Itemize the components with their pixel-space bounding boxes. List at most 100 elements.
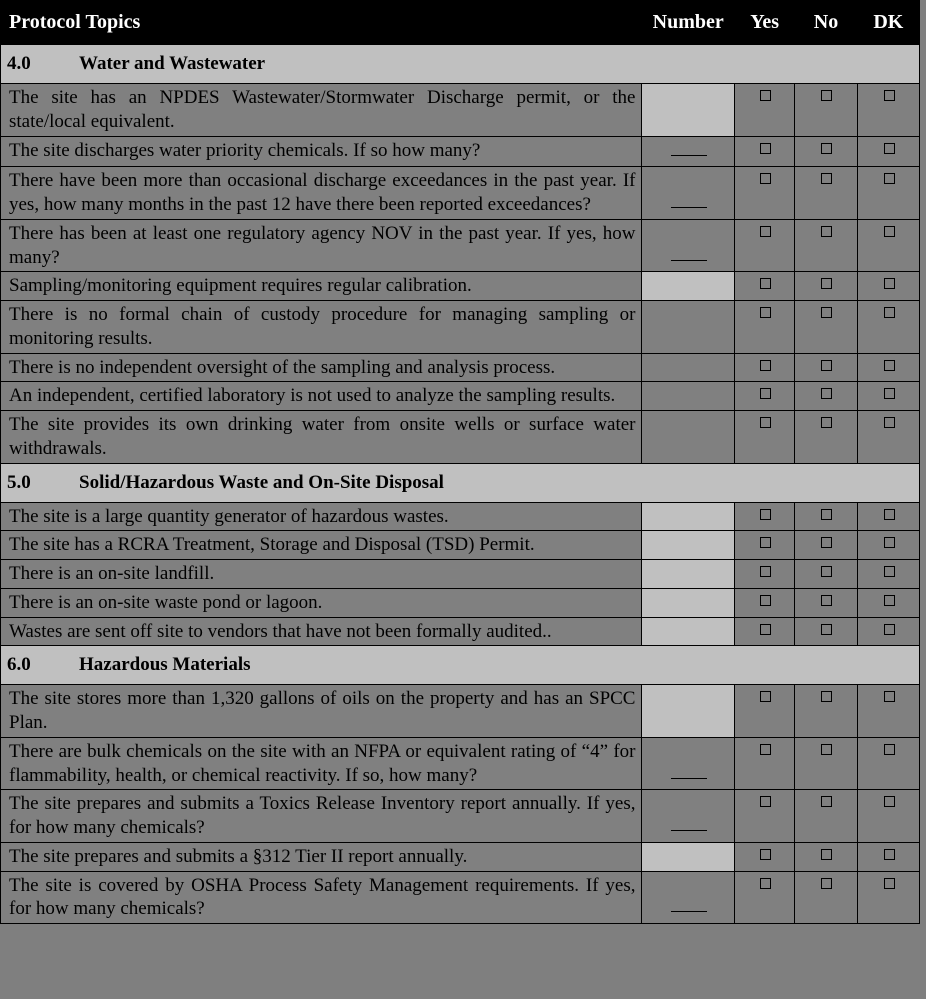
- checkbox-cell[interactable]: [795, 219, 857, 272]
- checkbox-icon[interactable]: [821, 360, 832, 371]
- checkbox-icon[interactable]: [821, 509, 832, 520]
- number-cell[interactable]: [642, 167, 735, 220]
- checkbox-icon[interactable]: [884, 90, 895, 101]
- checkbox-icon[interactable]: [760, 360, 771, 371]
- checkbox-cell[interactable]: [857, 301, 919, 354]
- checkbox-icon[interactable]: [760, 878, 771, 889]
- checkbox-icon[interactable]: [821, 417, 832, 428]
- checkbox-icon[interactable]: [884, 509, 895, 520]
- checkbox-icon[interactable]: [821, 691, 832, 702]
- checkbox-cell[interactable]: [795, 84, 857, 137]
- checkbox-cell[interactable]: [734, 136, 794, 167]
- checkbox-cell[interactable]: [857, 617, 919, 646]
- checkbox-icon[interactable]: [760, 744, 771, 755]
- checkbox-cell[interactable]: [857, 502, 919, 531]
- checkbox-cell[interactable]: [795, 301, 857, 354]
- checkbox-cell[interactable]: [734, 301, 794, 354]
- checkbox-icon[interactable]: [760, 691, 771, 702]
- checkbox-icon[interactable]: [821, 796, 832, 807]
- checkbox-cell[interactable]: [857, 737, 919, 790]
- number-cell[interactable]: [642, 790, 735, 843]
- checkbox-cell[interactable]: [857, 136, 919, 167]
- number-cell[interactable]: [642, 219, 735, 272]
- checkbox-icon[interactable]: [884, 417, 895, 428]
- checkbox-cell[interactable]: [734, 167, 794, 220]
- checkbox-icon[interactable]: [760, 90, 771, 101]
- checkbox-cell[interactable]: [795, 272, 857, 301]
- checkbox-icon[interactable]: [884, 691, 895, 702]
- checkbox-icon[interactable]: [760, 278, 771, 289]
- checkbox-cell[interactable]: [857, 84, 919, 137]
- checkbox-icon[interactable]: [884, 537, 895, 548]
- checkbox-icon[interactable]: [884, 744, 895, 755]
- checkbox-icon[interactable]: [821, 566, 832, 577]
- checkbox-cell[interactable]: [795, 617, 857, 646]
- checkbox-cell[interactable]: [857, 353, 919, 382]
- checkbox-icon[interactable]: [884, 143, 895, 154]
- checkbox-cell[interactable]: [734, 842, 794, 871]
- checkbox-icon[interactable]: [821, 278, 832, 289]
- checkbox-cell[interactable]: [795, 560, 857, 589]
- checkbox-icon[interactable]: [884, 226, 895, 237]
- checkbox-icon[interactable]: [760, 143, 771, 154]
- checkbox-icon[interactable]: [760, 226, 771, 237]
- number-input-blank[interactable]: [671, 142, 707, 156]
- checkbox-icon[interactable]: [760, 796, 771, 807]
- checkbox-icon[interactable]: [821, 878, 832, 889]
- checkbox-icon[interactable]: [884, 595, 895, 606]
- checkbox-cell[interactable]: [795, 737, 857, 790]
- checkbox-icon[interactable]: [760, 388, 771, 399]
- checkbox-cell[interactable]: [734, 737, 794, 790]
- checkbox-cell[interactable]: [734, 531, 794, 560]
- checkbox-icon[interactable]: [821, 143, 832, 154]
- checkbox-icon[interactable]: [884, 566, 895, 577]
- checkbox-icon[interactable]: [884, 849, 895, 860]
- checkbox-icon[interactable]: [821, 90, 832, 101]
- checkbox-cell[interactable]: [734, 685, 794, 738]
- checkbox-cell[interactable]: [795, 531, 857, 560]
- checkbox-icon[interactable]: [884, 173, 895, 184]
- checkbox-cell[interactable]: [857, 411, 919, 464]
- number-cell[interactable]: [642, 136, 735, 167]
- checkbox-cell[interactable]: [795, 382, 857, 411]
- number-cell[interactable]: [642, 737, 735, 790]
- checkbox-cell[interactable]: [734, 502, 794, 531]
- checkbox-cell[interactable]: [857, 790, 919, 843]
- checkbox-icon[interactable]: [760, 849, 771, 860]
- checkbox-cell[interactable]: [734, 382, 794, 411]
- checkbox-icon[interactable]: [884, 624, 895, 635]
- checkbox-icon[interactable]: [884, 278, 895, 289]
- checkbox-cell[interactable]: [857, 382, 919, 411]
- checkbox-icon[interactable]: [821, 744, 832, 755]
- checkbox-cell[interactable]: [734, 84, 794, 137]
- checkbox-cell[interactable]: [795, 871, 857, 924]
- checkbox-icon[interactable]: [821, 307, 832, 318]
- checkbox-icon[interactable]: [821, 173, 832, 184]
- checkbox-cell[interactable]: [795, 685, 857, 738]
- checkbox-cell[interactable]: [734, 790, 794, 843]
- checkbox-cell[interactable]: [734, 411, 794, 464]
- checkbox-icon[interactable]: [884, 388, 895, 399]
- checkbox-cell[interactable]: [857, 219, 919, 272]
- checkbox-icon[interactable]: [760, 307, 771, 318]
- checkbox-icon[interactable]: [884, 360, 895, 371]
- checkbox-cell[interactable]: [734, 617, 794, 646]
- number-input-blank[interactable]: [671, 765, 707, 779]
- checkbox-cell[interactable]: [857, 842, 919, 871]
- checkbox-cell[interactable]: [795, 136, 857, 167]
- checkbox-icon[interactable]: [760, 624, 771, 635]
- checkbox-cell[interactable]: [795, 842, 857, 871]
- checkbox-icon[interactable]: [821, 849, 832, 860]
- checkbox-cell[interactable]: [795, 502, 857, 531]
- checkbox-cell[interactable]: [795, 790, 857, 843]
- checkbox-icon[interactable]: [884, 796, 895, 807]
- checkbox-cell[interactable]: [734, 219, 794, 272]
- checkbox-cell[interactable]: [795, 588, 857, 617]
- number-input-blank[interactable]: [671, 194, 707, 208]
- checkbox-cell[interactable]: [795, 411, 857, 464]
- checkbox-icon[interactable]: [760, 509, 771, 520]
- number-input-blank[interactable]: [671, 898, 707, 912]
- number-cell[interactable]: [642, 871, 735, 924]
- checkbox-cell[interactable]: [857, 531, 919, 560]
- checkbox-icon[interactable]: [760, 173, 771, 184]
